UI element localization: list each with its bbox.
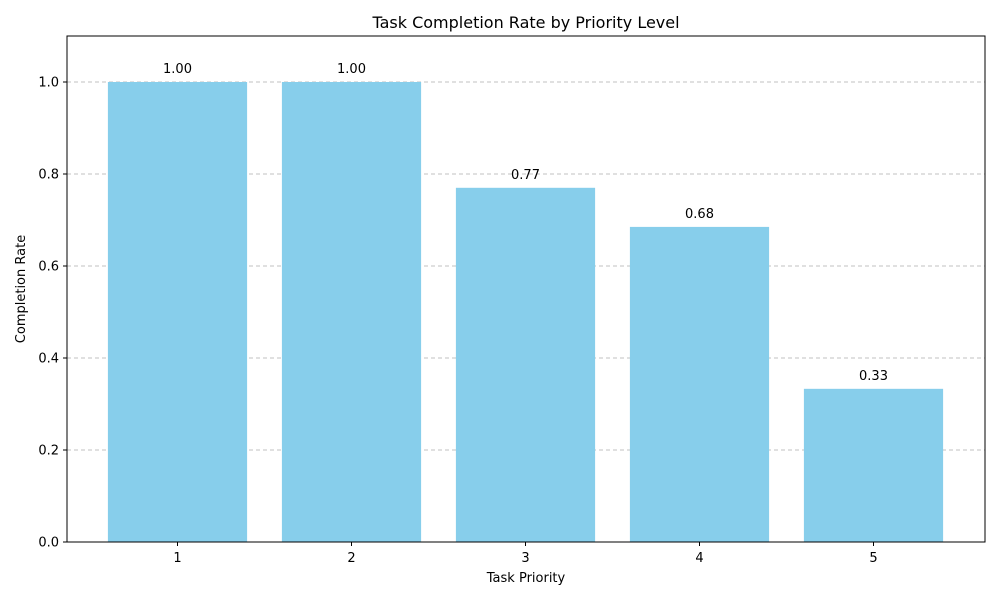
bar-value-label: 0.33 (859, 369, 888, 384)
bar-value-label: 1.00 (337, 62, 366, 77)
y-axis-label: Completion Rate (14, 235, 29, 343)
value-labels-layer: 1.00 1.00 0.77 0.68 0.33 (163, 62, 888, 384)
x-tick-label: 1 (173, 551, 181, 566)
bar-value-label: 0.77 (511, 168, 540, 183)
bar-value-label: 1.00 (163, 62, 192, 77)
y-tick-label: 0.4 (38, 352, 59, 367)
bar-priority-4 (629, 226, 770, 542)
bar-priority-3 (455, 187, 596, 543)
y-tick-label: 1.0 (38, 76, 59, 91)
x-tick-label: 3 (521, 551, 529, 566)
y-tick-label: 0.6 (38, 260, 59, 275)
bars-layer (107, 82, 944, 543)
x-axis-ticks: 1 2 3 4 5 (173, 542, 878, 566)
y-tick-label: 0.0 (38, 536, 59, 551)
y-tick-label: 0.2 (38, 444, 59, 459)
chart-title: Task Completion Rate by Priority Level (371, 13, 679, 32)
y-axis-ticks: 0.0 0.2 0.4 0.6 0.8 1.0 (38, 76, 67, 551)
x-tick-label: 4 (695, 551, 703, 566)
y-tick-label: 0.8 (38, 168, 59, 183)
x-tick-label: 5 (869, 551, 877, 566)
bar-value-label: 0.68 (685, 207, 714, 222)
x-tick-label: 2 (347, 551, 355, 566)
x-axis-label: Task Priority (486, 571, 566, 586)
bar-priority-5 (803, 388, 944, 542)
bar-priority-2 (281, 82, 422, 542)
bar-priority-1 (107, 82, 248, 542)
